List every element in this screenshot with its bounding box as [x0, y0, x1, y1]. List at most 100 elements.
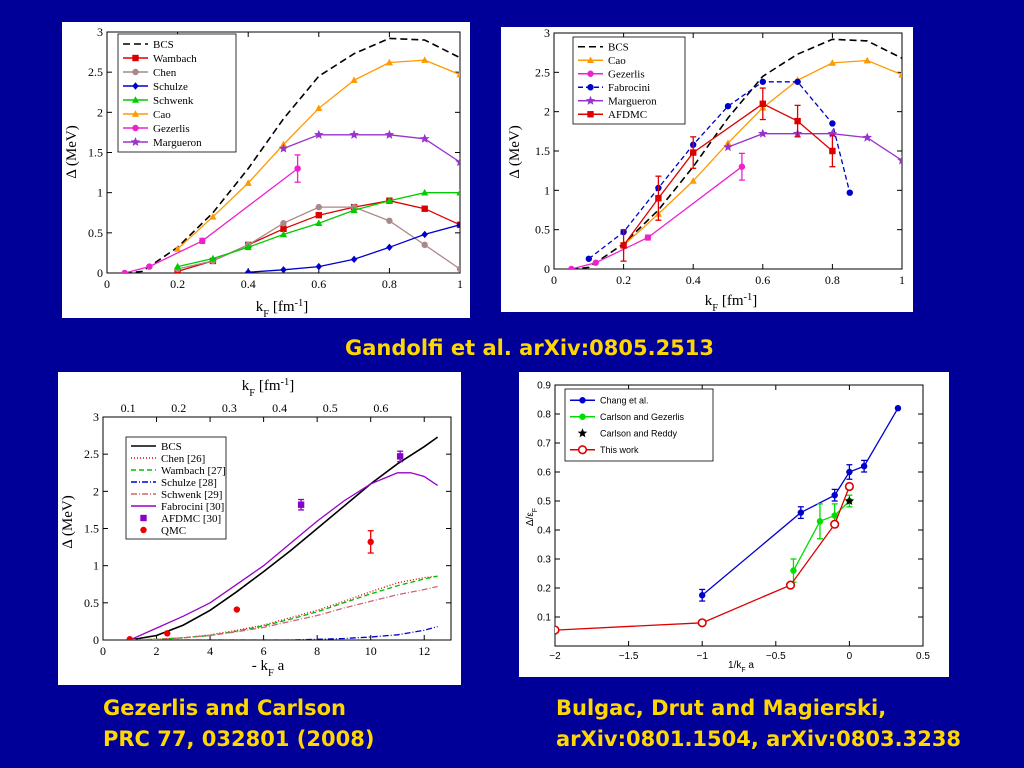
y-tick-label: 0.9 [537, 380, 551, 391]
legend-label: Gezerlis [153, 123, 190, 135]
y-tick-label: 2.5 [84, 447, 99, 461]
y-tick-label: 0.1 [537, 612, 551, 623]
data-point [126, 636, 133, 640]
data-point [280, 266, 287, 273]
x2-tick-label: 0.2 [171, 401, 186, 415]
series-line-schwenk-29 [129, 585, 438, 640]
series-line-bcs [129, 436, 439, 640]
legend-marker [130, 137, 141, 146]
data-point [620, 242, 627, 249]
y-tick-label: 0.5 [88, 226, 103, 240]
data-point [209, 254, 217, 262]
series-line-this-work [555, 486, 851, 631]
data-point [456, 265, 460, 273]
series-line-bcs [124, 37, 460, 273]
panel-bulgac: −2 −1.5 −1 −0.5 0 0.5 0.1 0.2 0.3 0.4 0.5 0.6 0.7 0.8… [519, 372, 949, 677]
legend-marker [140, 526, 147, 534]
caption-bulgac-line2: arXiv:0801.1504, arXiv:0803.3238 [556, 727, 962, 751]
series-bcs [129, 436, 439, 640]
caption-gandolfi: Gandolfi et al. arXiv:0805.2513 [345, 336, 715, 360]
data-point [816, 518, 824, 525]
legend-label: Fabrocini [608, 82, 650, 94]
data-point [759, 100, 766, 107]
data-point [828, 59, 836, 66]
legend-marker [577, 445, 588, 455]
data-point [385, 58, 393, 66]
y-tick-label: 0 [93, 633, 99, 647]
series-line-wambach [177, 200, 460, 273]
data-point [785, 580, 796, 590]
legend-label: Carlson and Reddy [600, 428, 678, 438]
series-carlson-and-reddy [844, 496, 855, 505]
y-tick-label: 0.8 [537, 409, 551, 420]
data-point [568, 265, 575, 269]
y-axis-label: Δ/εF [525, 508, 539, 526]
data-point [455, 157, 460, 167]
x-tick-label: −0.5 [766, 651, 786, 662]
x-axis-label: 1/kF a [728, 660, 754, 674]
data-point [860, 463, 868, 470]
series-schwenk [174, 188, 460, 270]
data-point [644, 234, 652, 241]
x-tick-label: 0 [104, 277, 110, 291]
data-point [315, 219, 323, 226]
legend: Chang et al. Carlson and Gezerlis Carlson … [564, 388, 714, 462]
y-tick-label: 3 [544, 27, 550, 40]
series-gezerlis [568, 152, 746, 269]
series-chang-et-al [699, 405, 902, 602]
x-tick-label: −1 [696, 651, 708, 662]
series-afdmc [620, 87, 836, 262]
panel-gezerlis-carlson: 0 2 4 6 8 10 12 0 0.5 1 1.5 2 2.5 3 0.1 0.2 0.3 0.4 0.5 0.6… [58, 372, 461, 685]
data-point [897, 155, 902, 165]
y-tick-label: 1 [97, 186, 103, 200]
data-point [699, 592, 706, 599]
data-point [829, 120, 836, 127]
caption-bulgac-line1: Bulgac, Drut and Magierski, [556, 696, 887, 720]
y-axis-label: Δ (MeV) [64, 125, 80, 178]
series-this-work [555, 481, 855, 635]
chart-gap-vs-kfa: 0 2 4 6 8 10 12 0 0.5 1 1.5 2 2.5 3 0.1 0.2 0.3 0.4 0.5 0.6… [60, 377, 452, 679]
x-axis-label: kF [fm-1] [256, 298, 309, 319]
y-tick-label: 2 [544, 105, 550, 119]
legend-label: AFDMC [30] [161, 513, 221, 525]
legend-marker [586, 56, 595, 64]
data-point [280, 219, 287, 227]
series-chen-26 [129, 575, 438, 640]
series-fabrocini-30 [129, 472, 438, 640]
x-tick-label: 2 [154, 644, 160, 658]
x-tick-label: −1.5 [619, 651, 639, 662]
legend-label: Margueron [153, 137, 202, 149]
series-line-afdmc [623, 103, 833, 246]
data-point [846, 468, 853, 476]
legend-label: Carlson and Gezerlis [600, 412, 685, 422]
data-point [844, 481, 855, 492]
legend-box [125, 436, 227, 540]
legend-box [117, 33, 237, 153]
data-point [844, 496, 855, 505]
plot-frame [554, 384, 924, 647]
x-tick-label: 0.8 [382, 277, 397, 291]
data-point [831, 512, 838, 519]
data-point [421, 205, 428, 212]
x-tick-label: 0.4 [686, 273, 701, 287]
data-point [689, 177, 697, 184]
data-point [421, 188, 429, 196]
legend-label: QMC [161, 525, 186, 537]
data-point [280, 225, 287, 233]
y-tick-label: 1.5 [535, 144, 550, 158]
x-axis-label: kF [fm-1] [705, 292, 758, 313]
x2-tick-label: 0.5 [323, 401, 338, 415]
x-tick-label: 0.8 [825, 273, 840, 287]
series-line-wambach-27 [129, 575, 438, 640]
y-tick-label: 0.5 [535, 223, 550, 237]
data-point [863, 56, 871, 64]
y-tick-label: 2 [97, 105, 103, 119]
data-point [385, 196, 393, 204]
y-tick-label: 0 [97, 266, 103, 280]
legend-box [572, 36, 686, 125]
series-line-bcs [571, 38, 902, 269]
x2-tick-label: 0.4 [272, 401, 287, 415]
x-tick-label: −2 [549, 651, 561, 662]
data-point [367, 538, 374, 546]
data-point [797, 509, 805, 516]
